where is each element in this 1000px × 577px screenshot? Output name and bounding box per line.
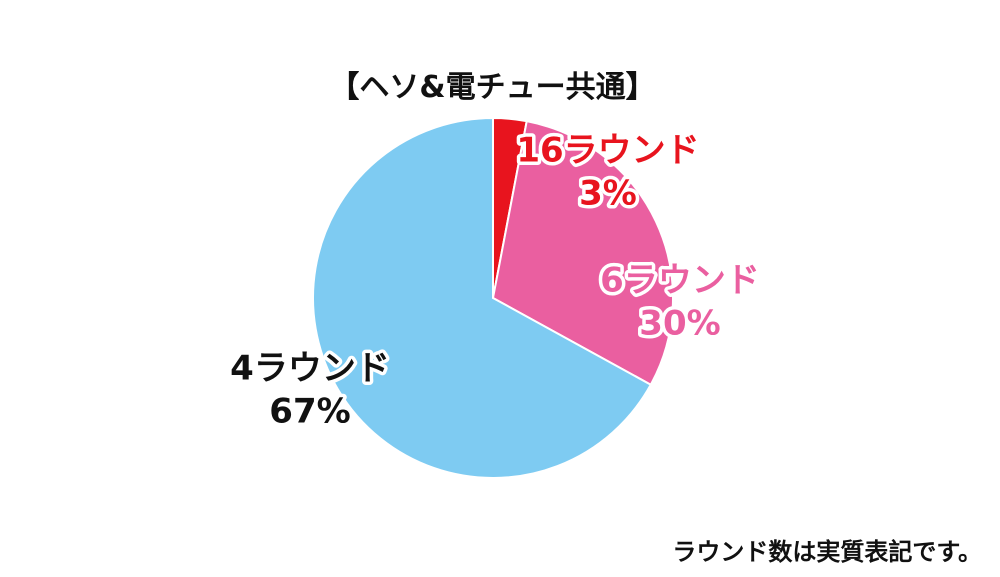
pie-slice-4-round [312, 116, 653, 479]
footnote: ラウンド数は実質表記です。 [672, 538, 982, 566]
slice-label-6-round: 6ラウンド [600, 261, 760, 301]
slice-value-4-round: 67% [269, 392, 350, 432]
pie-slice-6-round [491, 120, 674, 387]
chart-title: 【ヘソ&電チュー共通】 [329, 70, 656, 105]
slice-label-4-round: 4ラウンド [230, 349, 390, 389]
slice-value-6-round: 30% [639, 304, 720, 344]
slice-value-16-round: 3% [579, 174, 637, 214]
slice-label-16-round: 16ラウンド [516, 131, 699, 171]
